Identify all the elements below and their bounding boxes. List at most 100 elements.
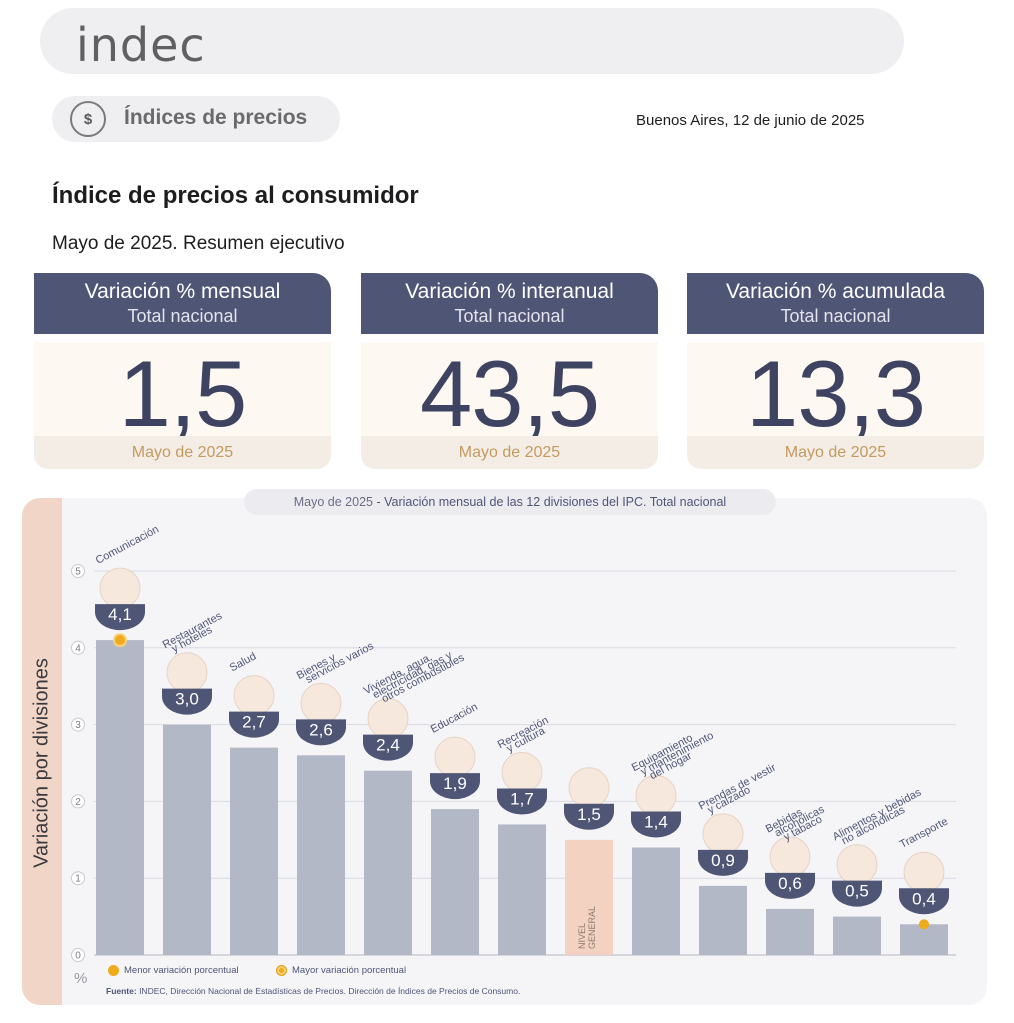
y-tick-label: 2 <box>75 797 81 808</box>
kpi-label: Variación % interanual <box>405 280 614 303</box>
inbar-label: GENERAL <box>587 906 597 949</box>
value-label: 1,9 <box>443 774 467 793</box>
y-tick-label: 4 <box>75 643 81 654</box>
value-label: 1,4 <box>644 812 668 831</box>
y-axis-strip: Variación por divisiones <box>22 498 62 1005</box>
category-label: Salud <box>228 650 258 674</box>
chart-title-tab: Mayo de 2025 - Variación mensual de las … <box>244 489 776 515</box>
bar <box>163 724 211 955</box>
chart-card: Variación por divisiones 0 1 2 3 4 5 4,1 Comuni… <box>22 498 987 1005</box>
kpi-header: Variación % acumulada Total nacional <box>687 273 984 334</box>
min-marker-icon <box>108 965 119 976</box>
y-tick-bubble <box>71 564 85 578</box>
kpi-body: 13,3 Mayo de 2025 <box>687 342 984 469</box>
y-unit-label: % <box>74 970 88 987</box>
value-label: 0,5 <box>845 882 869 901</box>
first-aid-icon <box>233 675 275 717</box>
value-label: 2,7 <box>242 713 266 732</box>
kpi-period: Mayo de 2025 <box>361 436 658 469</box>
value-badge <box>564 803 614 830</box>
kpi-label: Variación % acumulada <box>725 280 946 303</box>
scissors-comb-icon <box>300 682 342 724</box>
bar <box>699 885 747 955</box>
value-badge <box>162 688 212 715</box>
value-badge <box>765 872 815 899</box>
value-label: 0,4 <box>912 889 936 908</box>
fruit-basket-icon <box>836 844 878 886</box>
book-icon <box>434 736 476 778</box>
value-badge <box>229 711 279 738</box>
kpi-period: Mayo de 2025 <box>34 436 331 469</box>
legend-label: Mayor variación porcentual <box>292 965 407 976</box>
source-text: INDEC, Dirección Nacional de Estadística… <box>136 986 521 996</box>
sube-bus-icon <box>903 851 945 893</box>
kpi-body: 43,5 Mayo de 2025 <box>361 342 658 469</box>
kpi-scope: Total nacional <box>454 306 565 326</box>
price-tag-icon: $ <box>70 101 106 137</box>
bar <box>565 839 613 955</box>
bar <box>431 809 479 955</box>
bar <box>364 770 412 955</box>
kpi-value: 13,3 <box>746 342 926 446</box>
bar <box>498 824 546 955</box>
kpi-label: Variación % mensual <box>84 280 281 303</box>
section-label: Índices de precios <box>124 106 308 129</box>
value-badge <box>363 734 413 761</box>
y-tick-bubble <box>71 948 85 962</box>
kpi-header: Variación % mensual Total nacional <box>34 273 331 334</box>
y-tick-bubble <box>71 717 85 732</box>
kpi-card-accumulated: Variación % acumulada Total nacional 13,… <box>687 273 984 469</box>
value-badge <box>832 880 882 907</box>
indec-logo[interactable]: indec <box>76 18 206 72</box>
section-pill[interactable]: $ Índices de precios <box>52 96 340 142</box>
value-badge <box>899 888 949 915</box>
y-tick-label: 1 <box>75 874 81 885</box>
bar <box>632 847 680 955</box>
page-title: Índice de precios al consumidor <box>52 182 419 209</box>
chart-title-period: Mayo de 2025 <box>293 495 373 509</box>
smartphone-icon <box>99 567 141 609</box>
bar <box>297 755 345 955</box>
value-label: 2,4 <box>376 736 400 755</box>
kpi-value: 43,5 <box>420 342 600 446</box>
y-tick-label: 5 <box>75 567 81 578</box>
kpi-card-yearly: Variación % interanual Total nacional 43… <box>361 273 658 469</box>
legend-item-min: Menor variación porcentual <box>108 965 239 976</box>
tshirt-icon <box>702 813 744 855</box>
legend-label: Menor variación porcentual <box>124 965 239 976</box>
kpi-scope: Total nacional <box>127 306 238 326</box>
value-label: 3,0 <box>175 690 199 709</box>
cutlery-icon <box>166 652 208 694</box>
value-badge <box>296 719 346 746</box>
bar <box>96 640 144 955</box>
lightbulb-icon <box>367 698 409 740</box>
kpi-scope: Total nacional <box>780 306 891 326</box>
value-badge <box>497 788 547 815</box>
shopping-basket-icon <box>568 767 610 809</box>
max-marker <box>113 633 127 648</box>
max-marker-icon <box>276 965 287 976</box>
value-badge <box>430 773 480 800</box>
kpi-body: 1,5 Mayo de 2025 <box>34 342 331 469</box>
source-label: Fuente: <box>106 986 137 996</box>
min-marker <box>919 919 929 930</box>
category-label: Transporte <box>898 816 950 851</box>
chart-title-text: - Variación mensual de las 12 divisiones… <box>373 495 727 509</box>
category-label: Comunicación <box>94 523 161 566</box>
value-label: 4,1 <box>108 605 132 624</box>
y-tick-label: 3 <box>75 720 81 731</box>
value-label: 1,5 <box>577 805 601 824</box>
bar <box>833 916 881 955</box>
umbrella-sun-icon <box>501 751 543 793</box>
kpi-value: 1,5 <box>118 342 248 446</box>
value-badge <box>698 849 748 876</box>
inbar-label: NIVEL <box>577 923 587 949</box>
value-badge <box>95 604 145 631</box>
bar <box>900 924 948 955</box>
bottle-glass-icon <box>769 836 811 878</box>
value-label: 0,9 <box>711 851 735 870</box>
category-label: Educación <box>429 701 480 736</box>
legend-item-max: Mayor variación porcentual <box>276 965 406 976</box>
washing-machine-icon <box>635 774 677 816</box>
